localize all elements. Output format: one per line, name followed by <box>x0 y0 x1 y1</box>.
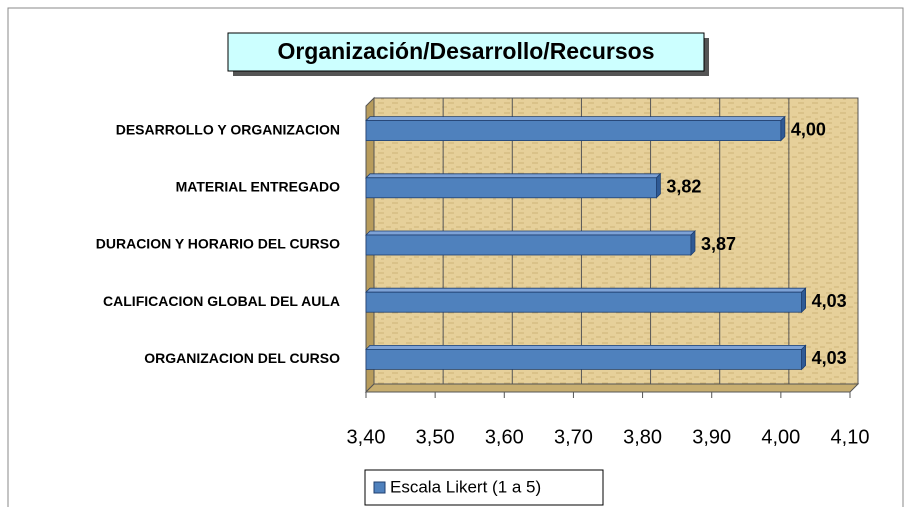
y-tick-label: MATERIAL ENTREGADO <box>176 179 340 195</box>
legend-label: Escala Likert (1 a 5) <box>390 477 541 496</box>
value-label: 4,03 <box>812 348 847 368</box>
bar-end <box>801 344 806 371</box>
legend: Escala Likert (1 a 5) <box>364 469 604 506</box>
value-label: 3,87 <box>701 234 736 254</box>
x-tick-label: 4,10 <box>831 426 870 448</box>
bar-top <box>365 344 807 350</box>
x-tick-label: 3,40 <box>347 426 386 448</box>
bar-top <box>365 116 786 121</box>
y-tick-label: DURACION Y HORARIO DEL CURSO <box>96 236 340 252</box>
bar <box>365 120 782 141</box>
x-tick-label: 3,80 <box>623 426 662 448</box>
bars: 4,00 DESARROLLO Y ORGANIZACION 3,82 MATERIA… <box>96 115 847 371</box>
bar-end <box>780 115 786 142</box>
value-label: 4,03 <box>812 291 847 311</box>
bar-top <box>365 173 662 179</box>
bar <box>365 234 692 256</box>
bar <box>365 291 803 313</box>
y-tick-label: CALIFICACION GLOBAL DEL AULA <box>103 293 340 309</box>
x-tick-label: 3,70 <box>554 426 593 448</box>
y-tick-label: ORGANIZACION DEL CURSO <box>144 350 340 366</box>
x-tick-label: 3,50 <box>416 426 455 448</box>
chart-title: Organización/Desarrollo/Recursos <box>277 38 654 64</box>
x-tick-label: 3,90 <box>692 426 731 448</box>
legend-swatch <box>373 481 386 494</box>
chart-border <box>7 7 904 507</box>
bar-top <box>365 230 696 236</box>
bar-end <box>801 287 806 314</box>
value-label: 3,82 <box>666 177 701 197</box>
title-box <box>227 32 705 72</box>
bar <box>365 177 657 199</box>
bar-top <box>365 287 807 293</box>
bar-end <box>656 172 661 199</box>
x-tick-label: 3,60 <box>485 426 524 448</box>
y-tick-label: DESARROLLO Y ORGANIZACION <box>116 121 340 137</box>
value-label: 4,00 <box>791 119 826 139</box>
bar-end <box>690 230 696 256</box>
floor <box>364 383 860 393</box>
bar <box>365 348 803 370</box>
legend-box <box>364 469 604 506</box>
x-tick-label: 4,00 <box>761 426 800 448</box>
